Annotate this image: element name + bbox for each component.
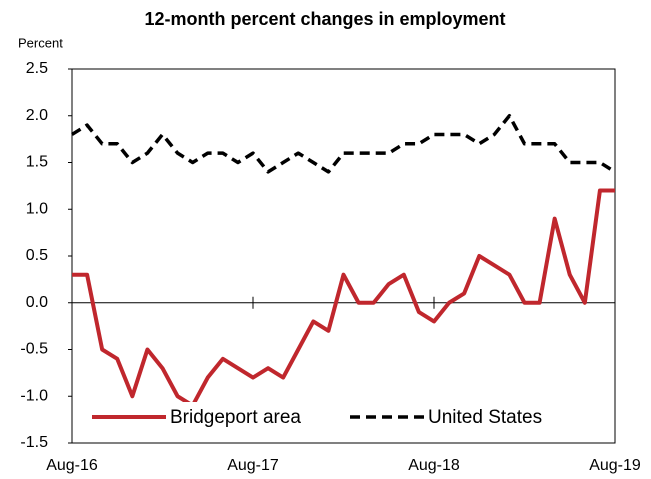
plot-frame bbox=[71, 68, 616, 444]
legend-label: Bridgeport area bbox=[170, 407, 301, 428]
legend-box bbox=[86, 402, 604, 434]
y-tick-label: -1.0 bbox=[20, 387, 48, 404]
y-tick-label: 0.0 bbox=[26, 294, 48, 311]
series-line bbox=[71, 114, 616, 174]
y-tick-label: 1.0 bbox=[26, 200, 48, 217]
y-axis-label: Percent bbox=[18, 35, 63, 50]
series-line bbox=[72, 188, 615, 408]
y-tick-label: 2.5 bbox=[26, 60, 48, 77]
y-tick-label: 1.5 bbox=[26, 154, 48, 171]
x-tick-label: Aug-16 bbox=[46, 457, 98, 474]
y-tick-label: -0.5 bbox=[20, 341, 48, 358]
y-tick-label: 2.0 bbox=[26, 107, 48, 124]
x-tick-label: Aug-17 bbox=[227, 457, 279, 474]
legend-label: United States bbox=[428, 407, 542, 428]
x-tick-label: Aug-19 bbox=[589, 457, 641, 474]
y-tick-label: 0.5 bbox=[26, 247, 48, 264]
y-tick-label: -1.5 bbox=[20, 434, 48, 451]
chart-title: 12-month percent changes in employment bbox=[144, 9, 505, 29]
x-tick-label: Aug-18 bbox=[408, 457, 460, 474]
